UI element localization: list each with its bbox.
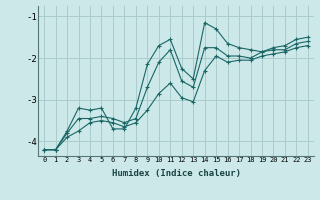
X-axis label: Humidex (Indice chaleur): Humidex (Indice chaleur) <box>111 169 241 178</box>
